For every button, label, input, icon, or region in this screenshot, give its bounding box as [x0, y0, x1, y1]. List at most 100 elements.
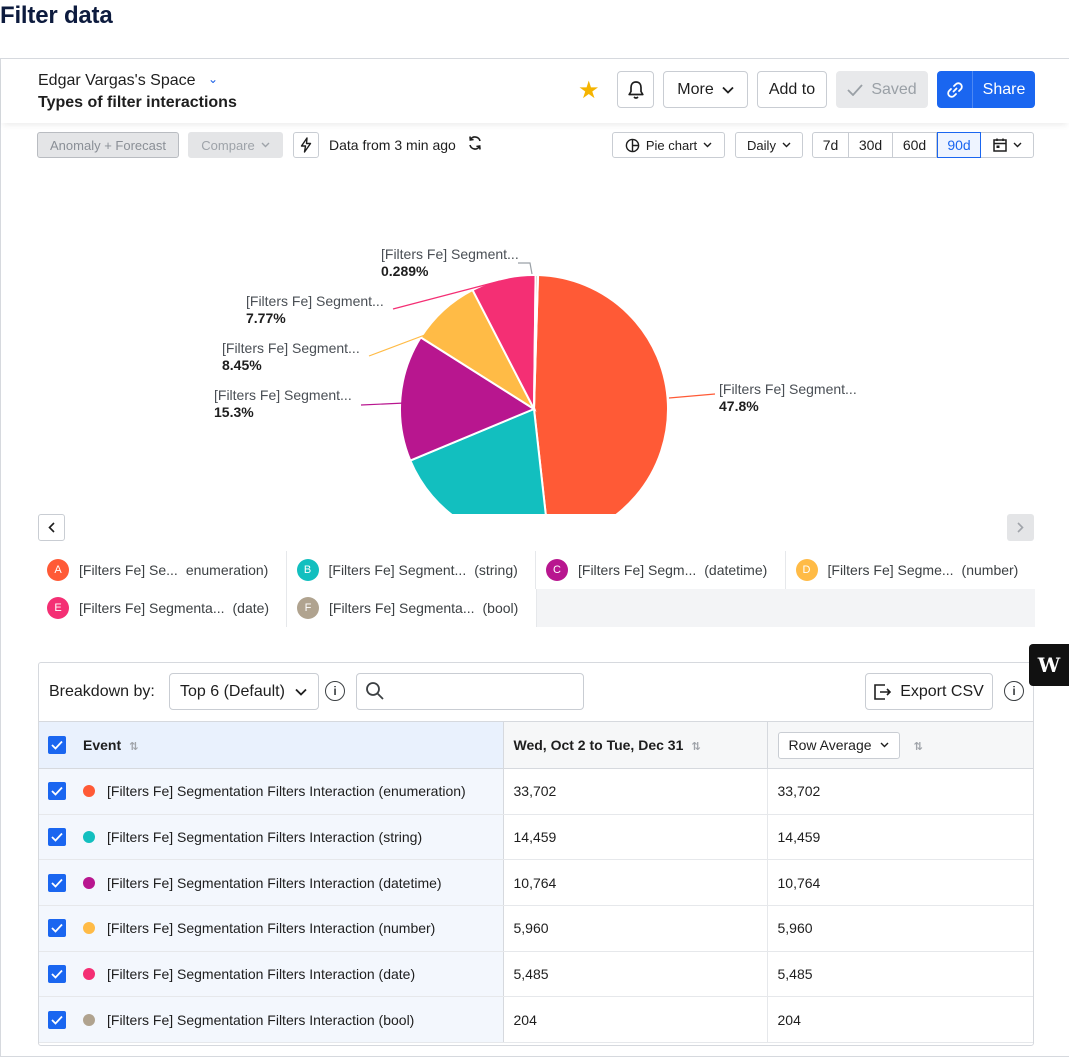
legend-name: [Filters Fe] Segme... — [827, 562, 954, 578]
legend-name: [Filters Fe] Segmenta... — [329, 600, 475, 616]
legend-item[interactable]: C [Filters Fe] Segm... (datetime) — [536, 551, 786, 589]
select-all-checkbox[interactable] — [48, 736, 66, 754]
sort-icon[interactable]: ⇅ — [129, 741, 139, 753]
event-total: 204 — [503, 996, 768, 1044]
row-checkbox[interactable] — [48, 919, 66, 938]
row-average-select[interactable]: Row Average — [777, 731, 900, 759]
legend-suffix: (datetime) — [704, 562, 768, 578]
row-checkbox[interactable] — [48, 873, 66, 892]
legend-name: [Filters Fe] Segm... — [578, 562, 697, 578]
pie-slice-f[interactable] — [533, 273, 540, 410]
breakdown-label: Breakdown by: — [49, 683, 155, 700]
legend-name: [Filters Fe] Se... — [79, 562, 178, 578]
lightning-button[interactable] — [293, 132, 319, 158]
table-row: [Filters Fe] Segmentation Filters Intera… — [39, 859, 1033, 907]
range-30d[interactable]: 30d — [849, 133, 893, 157]
series-dot — [83, 968, 95, 981]
legend-item[interactable]: A [Filters Fe] Se... enumeration) — [37, 551, 287, 589]
event-name: [Filters Fe] Segmentation Filters Intera… — [107, 874, 442, 891]
legend-item[interactable]: F [Filters Fe] Segmenta... (bool) — [287, 589, 537, 627]
interval-select[interactable]: Daily — [735, 132, 803, 158]
column-date-range-label: Wed, Oct 2 to Tue, Dec 31 — [513, 737, 684, 753]
saved-button[interactable]: Saved — [836, 71, 928, 108]
series-dot — [83, 785, 95, 798]
compare-button[interactable]: Compare — [188, 132, 283, 158]
chevron-down-icon — [722, 86, 734, 94]
interval-label: Daily — [747, 137, 776, 153]
legend-next-button[interactable] — [1007, 514, 1034, 541]
search-icon — [366, 682, 384, 700]
calendar-button[interactable] — [981, 133, 1033, 157]
legend-item[interactable]: B [Filters Fe] Segment... (string) — [287, 551, 536, 589]
calendar-icon — [992, 138, 1007, 152]
event-average: 204 — [767, 996, 1033, 1044]
breakdown-select[interactable]: Top 6 (Default) — [169, 673, 319, 710]
pie-slice-b[interactable] — [408, 407, 549, 514]
range-60d[interactable]: 60d — [893, 133, 937, 157]
pie-label-leader — [368, 329, 439, 357]
search-field[interactable] — [356, 673, 584, 710]
column-event[interactable]: Event ⇅ — [73, 721, 504, 769]
export-csv-button[interactable]: Export CSV — [865, 673, 993, 710]
chart-card: Edgar Vargas's Space ⌄ Types of filter i… — [0, 58, 1069, 1057]
pie-label-percent: 7.77% — [246, 310, 286, 326]
pie-label-name: [Filters Fe] Segment... — [381, 246, 519, 262]
check-icon — [847, 83, 863, 96]
space-name[interactable]: Edgar Vargas's Space — [38, 72, 196, 89]
help-widget-button[interactable]: W — [1029, 644, 1069, 686]
table-row: [Filters Fe] Segmentation Filters Intera… — [39, 996, 1033, 1044]
event-average: 10,764 — [767, 859, 1033, 907]
row-checkbox[interactable] — [48, 828, 66, 847]
share-button-group: Share — [937, 71, 1035, 108]
header-checkbox-cell — [39, 721, 73, 769]
pie-chart: [Filters Fe] Segment...47.8%[Filters Fe]… — [214, 246, 857, 514]
notification-button[interactable] — [617, 71, 654, 108]
pie-slice-c[interactable] — [399, 336, 537, 462]
event-name: [Filters Fe] Segmentation Filters Intera… — [107, 920, 436, 937]
row-checkbox[interactable] — [48, 782, 66, 801]
share-button[interactable]: Share — [982, 80, 1026, 98]
row-checkbox[interactable] — [48, 1010, 66, 1029]
pie-label-leader — [392, 280, 501, 310]
table-row: [Filters Fe] Segmentation Filters Intera… — [39, 814, 1033, 861]
info-icon[interactable]: i — [325, 681, 345, 701]
legend-prev-button[interactable] — [38, 514, 65, 541]
refresh-icon[interactable] — [467, 135, 483, 156]
table-row: [Filters Fe] Segmentation Filters Intera… — [39, 951, 1033, 998]
sort-icon[interactable]: ⇅ — [913, 741, 923, 753]
series-dot — [83, 876, 95, 889]
series-dot — [83, 922, 95, 935]
chart-header: Edgar Vargas's Space ⌄ Types of filter i… — [1, 59, 1069, 123]
saved-label: Saved — [871, 80, 917, 98]
info-icon[interactable]: i — [1004, 681, 1024, 701]
pie-slice-a[interactable] — [532, 274, 669, 514]
breakdown-table-panel: Breakdown by: Top 6 (Default) i Export C… — [38, 662, 1034, 1046]
legend-item[interactable]: D [Filters Fe] Segme... (number) — [786, 551, 1036, 589]
search-input[interactable] — [393, 674, 573, 707]
chart-type-select[interactable]: Pie chart — [612, 132, 725, 158]
table-header-row: Event ⇅ Wed, Oct 2 to Tue, Dec 31 ⇅ Row Av… — [39, 721, 1033, 769]
bell-icon — [627, 80, 644, 99]
breakdown-selected: Top 6 (Default) — [180, 682, 285, 700]
copy-link-button[interactable] — [937, 71, 973, 108]
chevron-down-icon — [295, 688, 307, 696]
legend-badge: A — [47, 559, 69, 581]
more-button[interactable]: More — [663, 71, 748, 108]
legend-badge: D — [795, 559, 818, 581]
legend-item[interactable]: E [Filters Fe] Segmenta... (date) — [37, 589, 287, 627]
chart-title[interactable]: Types of filter interactions — [38, 94, 237, 111]
range-7d[interactable]: 7d — [813, 133, 849, 157]
pie-label-leader — [668, 393, 716, 399]
pie-label-percent: 15.3% — [214, 404, 254, 420]
sort-icon[interactable]: ⇅ — [691, 741, 701, 753]
column-date-range[interactable]: Wed, Oct 2 to Tue, Dec 31 ⇅ — [503, 721, 768, 769]
star-icon[interactable]: ★ — [578, 77, 600, 104]
legend-suffix: (string) — [474, 562, 518, 578]
add-to-button[interactable]: Add to — [757, 71, 827, 108]
legend-empty-area — [537, 589, 1035, 627]
chevron-down-icon[interactable]: ⌄ — [208, 72, 219, 86]
row-checkbox[interactable] — [48, 965, 66, 984]
compare-label: Compare — [201, 137, 255, 153]
anomaly-forecast-button[interactable]: Anomaly + Forecast — [37, 132, 179, 158]
range-90d[interactable]: 90d — [937, 132, 981, 158]
